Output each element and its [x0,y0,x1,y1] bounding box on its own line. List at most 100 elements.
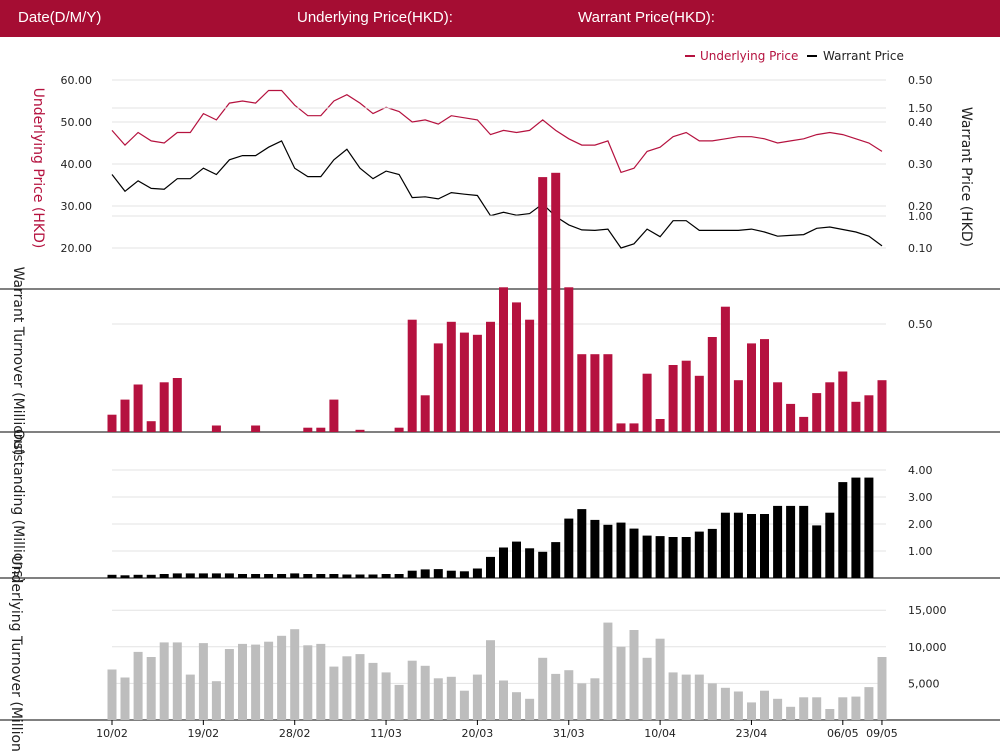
warrant-turnover-bar [825,382,835,432]
outstanding-bar [277,574,287,578]
warrant-turnover-bar [472,334,482,432]
y-tick: 4.00 [908,464,933,477]
underlying-turnover-bar [525,698,535,720]
outstanding-bar [407,570,417,578]
underlying-turnover-bar [747,702,756,720]
y-tick: 1.00 [908,545,933,558]
underlying-turnover-bar [120,677,130,720]
outstanding-bar [538,551,548,578]
outstanding-bar [238,574,247,578]
warrant-turnover-bar [459,332,469,432]
underlying-turnover-bar [851,696,861,720]
outstanding-bar [381,574,391,578]
underlying-turnover-bar [459,690,469,720]
warrant-turnover-bar [747,343,756,432]
underlying-turnover-bar [146,657,156,720]
underlying-turnover-bar [551,673,561,720]
outstanding-bar [329,574,339,578]
warrant-turnover-bar [420,395,430,432]
warrant-turnover-bar [799,416,809,432]
x-tick-label: 23/04 [736,727,768,740]
outstanding-bar [681,537,691,578]
y-tick-left: 40.00 [61,158,93,171]
outstanding-bar [420,569,430,578]
warrant-turnover-bar [211,425,221,432]
y-axis-title: Outstanding (Millions) [10,429,26,583]
underlying-turnover-bar [564,670,574,720]
underlying-turnover-bar [198,643,208,720]
x-tick-label: 28/02 [279,727,311,740]
x-tick-label: 19/02 [187,727,219,740]
outstanding-bar [577,509,587,578]
x-tick-label: 10/04 [644,727,676,740]
underlying-turnover-bar [864,687,874,720]
underlying-turnover-bar [368,662,378,720]
underlying-turnover-bar [812,697,822,720]
chart-area: 20.00 30.00 40.00 50.00 60.00 0.10 0.20 0.30 0.4… [0,49,1000,751]
underlying-turnover-bar [707,683,717,720]
underlying-turnover-bar [277,635,287,720]
underlying-turnover-bar [681,674,691,720]
outstanding-bar [786,505,796,578]
warrant-turnover-bar [629,423,639,432]
underlying-turnover-bar [538,657,548,720]
underlying-turnover-bar [590,678,600,720]
underlying-turnover-bar [629,630,639,720]
warrant-turnover-bar [394,427,404,432]
underlying-turnover-bar [381,672,391,720]
underlying-turnover-bar [394,684,404,720]
outstanding-bar [316,574,326,578]
y-axis-title-right: Warrant Price (HKD) [958,107,974,247]
outstanding-bar [446,570,456,578]
underlying-turnover-bar [733,691,743,720]
underlying-turnover-bar [577,683,587,720]
underlying-turnover-bar [668,672,678,720]
date-label: Date(D/M/Y) [18,9,102,26]
underlying-turnover-bar [799,697,809,720]
underlying-turnover-bar [655,638,665,720]
warrant-turnover-bar [773,382,783,432]
warrant-turnover-bar [694,375,704,432]
outstanding-bar [342,574,352,578]
warrant-turnover-bar [486,321,495,432]
warrant-turnover-bar [538,177,548,432]
outstanding-bar [590,519,600,578]
warrant-turnover-bar [720,306,730,432]
outstanding-bar [551,542,561,578]
y-axis-title-left: Underlying Price (HKD) [30,88,46,249]
x-tick-label: 10/02 [96,727,128,740]
outstanding-bar [355,574,365,578]
warrant-turnover-bar [525,319,535,432]
underlying-turnover-bar [420,665,430,720]
outstanding-bar [394,574,404,578]
underlying-turnover-bar [760,690,769,720]
y-tick: 0.50 [908,318,933,331]
outstanding-bar [512,541,521,579]
outstanding-bar [616,522,626,578]
underlying-turnover-bar [603,622,613,720]
y-tick: 2.00 [908,518,933,531]
outstanding-bar [733,512,743,578]
underlying-turnover-bar [251,644,261,720]
outstanding-bar [525,548,535,578]
outstanding-bar [629,528,639,578]
underlying-turnover-bar [720,687,730,720]
underlying-turnover-bar [185,674,195,720]
warrant-turnover-bar [146,421,156,432]
underlying-turnover-bar [238,643,247,720]
underlying-turnover-bar [211,681,221,720]
outstanding-bar [459,571,469,579]
outstanding-bar [159,574,169,578]
warrant-turnover-bar [681,360,691,432]
legend-warrant: Warrant Price [823,49,904,63]
underlying-turnover-bar [486,640,495,720]
outstanding-bar [864,477,874,578]
warrant-turnover-bar [642,373,652,432]
y-tick: 1.00 [908,210,933,223]
underlying-turnover-bar [224,649,234,720]
underlying-turnover-bar [107,669,117,720]
outstanding-bar [472,568,482,578]
warrant-price-label: Warrant Price(HKD): [578,9,715,26]
underlying-turnover-bar [290,629,300,720]
underlying-turnover-bar [786,706,796,720]
